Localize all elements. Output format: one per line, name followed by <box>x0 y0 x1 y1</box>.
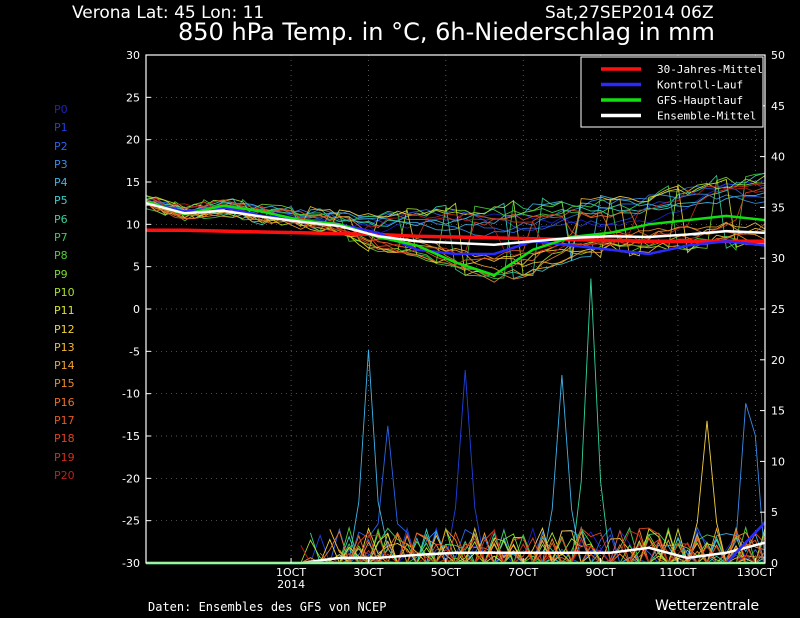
left-tick-label: 20 <box>126 134 140 147</box>
x-tick-label: 3OCT <box>353 566 383 579</box>
member-label-p16: P16 <box>54 395 75 409</box>
right-tick-label: 5 <box>771 506 778 519</box>
left-tick-label: -20 <box>122 472 140 485</box>
member-label-p7: P7 <box>54 231 68 245</box>
left-tick-label: 10 <box>126 218 140 231</box>
member-label-p3: P3 <box>54 157 68 171</box>
x-tick-label: 11OCT <box>659 566 696 579</box>
run-time-label: Sat,27SEP2014 06Z <box>545 3 714 23</box>
member-label-p8: P8 <box>54 249 68 263</box>
left-tick-label: -30 <box>122 557 140 570</box>
left-tick-label: -25 <box>122 515 140 528</box>
gfs-main-temp-line <box>145 200 766 277</box>
member-label-p15: P15 <box>54 377 75 391</box>
ensemble-mean-temp-line <box>145 201 766 246</box>
member-temp-line-p15 <box>145 202 766 283</box>
member-label-p4: P4 <box>54 176 68 190</box>
x-tick-label: 1OCT <box>276 566 306 579</box>
location-label: Verona Lat: 45 Lon: 11 <box>72 3 265 23</box>
left-tick-label: 5 <box>133 261 140 274</box>
right-tick-label: 15 <box>771 405 785 418</box>
member-label-p1: P1 <box>54 121 68 135</box>
member-label-p11: P11 <box>54 304 75 318</box>
left-tick-label: 30 <box>126 49 140 62</box>
member-label-p17: P17 <box>54 414 75 428</box>
member-temp-line-p10 <box>145 175 766 276</box>
member-label-p9: P9 <box>54 267 68 281</box>
member-label-p6: P6 <box>54 212 68 226</box>
right-tick-label: 20 <box>771 354 785 367</box>
chart-series <box>145 172 766 565</box>
member-temp-line-p14 <box>145 199 766 277</box>
right-tick-label: 10 <box>771 455 785 468</box>
right-tick-label: 45 <box>771 100 785 113</box>
x-tick-label: 9OCT <box>586 566 616 579</box>
member-label-p19: P19 <box>54 450 75 464</box>
right-tick-label: 50 <box>771 49 785 62</box>
brand-label: Wetterzentrale <box>655 598 760 614</box>
member-temp-line-p6 <box>145 174 766 277</box>
data-source-label: Daten: Ensembles des GFS von NCEP <box>148 600 387 614</box>
chart-axes: -30 -25 -20 -15 -10 -5 0 5 10 15 20 25 30 0 5 10 15 20 25 3… <box>122 49 785 591</box>
chart-grid <box>146 55 765 563</box>
right-tick-label: 0 <box>771 557 778 570</box>
right-tick-label: 40 <box>771 151 785 164</box>
member-label-p20: P20 <box>54 468 75 482</box>
climatology-temp-line <box>146 228 765 244</box>
right-tick-label: 30 <box>771 252 785 265</box>
chart-title: 850 hPa Temp. in °C, 6h-Niederschlag in … <box>178 18 715 46</box>
member-label-p2: P2 <box>54 139 68 153</box>
member-legend: P0 P1 P2 P3 P4 P5 P6 P7 P8 P9 P10 P11 P12 P13 P14 P15 P1… <box>54 101 75 485</box>
legend-label: Ensemble-Mittel <box>657 110 756 123</box>
plot-frame <box>145 54 766 564</box>
left-tick-label: -5 <box>129 345 140 358</box>
member-temp-line-p4 <box>145 192 766 262</box>
legend-label: Kontroll-Lauf <box>657 79 743 92</box>
member-label-p13: P13 <box>54 340 75 354</box>
member-label-p12: P12 <box>54 322 75 336</box>
member-label-p10: P10 <box>54 285 75 299</box>
member-label-p0: P0 <box>54 103 68 116</box>
left-tick-label: 25 <box>126 91 140 104</box>
x-tick-label: 13OCT <box>737 566 774 579</box>
right-tick-label: 25 <box>771 303 785 316</box>
x-tick-sublabel: 2014 <box>277 578 305 591</box>
member-label-p5: P5 <box>54 194 68 208</box>
legend-label: 30-Jahres-Mittel <box>657 63 763 76</box>
left-tick-label: 0 <box>133 303 140 316</box>
right-tick-label: 35 <box>771 201 785 214</box>
x-tick-label: 5OCT <box>431 566 461 579</box>
left-tick-label: -10 <box>122 388 140 401</box>
member-label-p18: P18 <box>54 432 75 446</box>
left-tick-label: -15 <box>122 430 140 443</box>
member-precip-line-p4 <box>339 349 766 565</box>
x-tick-label: 7OCT <box>508 566 538 579</box>
left-tick-label: 15 <box>126 176 140 189</box>
legend-label: GFS-Hauptlauf <box>657 94 743 107</box>
chart-legend: 30-Jahres-Mittel Kontroll-Lauf GFS-Hauptla… <box>580 56 764 128</box>
member-precip-line-p12 <box>319 420 765 565</box>
control-temp-line <box>145 201 766 256</box>
member-label-p14: P14 <box>54 359 75 373</box>
